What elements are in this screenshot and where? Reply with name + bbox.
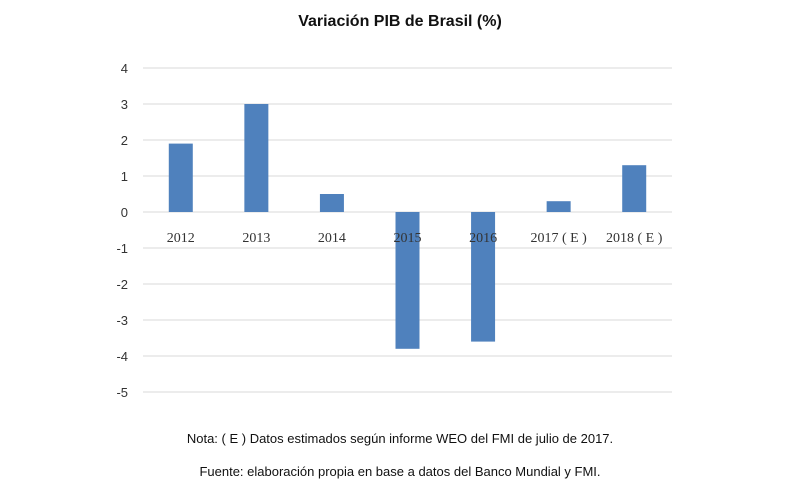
x-tick-label: 2018 ( E ) <box>606 231 663 246</box>
y-tick-label: -4 <box>116 349 128 364</box>
x-tick-label: 2013 <box>242 231 270 246</box>
y-tick-label: 4 <box>121 61 128 76</box>
x-tick-label: 2016 <box>469 231 497 246</box>
bar-2018-E <box>622 165 647 212</box>
y-axis-ticks: 4 3 2 1 0 -1 -2 -3 -4 -5 <box>116 61 128 400</box>
bar-2016 <box>471 212 496 342</box>
y-tick-label: -2 <box>116 277 128 292</box>
y-tick-label: 1 <box>121 169 128 184</box>
y-tick-label: -1 <box>116 241 128 256</box>
bar-2014 <box>319 194 344 212</box>
bar-2015 <box>395 212 420 349</box>
x-axis-ticks: 2012 2013 2014 2015 2016 2017 ( E ) 2018 ( E ) <box>167 231 663 246</box>
bars <box>168 104 647 349</box>
y-tick-label: 3 <box>121 97 128 112</box>
x-tick-label: 2012 <box>167 231 195 246</box>
chart-title: Variación PIB de Brasil (%) <box>298 13 502 30</box>
x-tick-label: 2014 <box>318 231 346 246</box>
bar-2012 <box>168 143 193 212</box>
bar-2013 <box>244 104 269 212</box>
source-text: Fuente: elaboración propia en base a dat… <box>199 464 600 479</box>
x-tick-label: 2015 <box>394 231 422 246</box>
y-tick-label: 0 <box>121 205 128 220</box>
bar-2017-E <box>546 201 571 212</box>
y-tick-label: -5 <box>116 385 128 400</box>
x-tick-label: 2017 ( E ) <box>530 231 587 246</box>
y-tick-label: -3 <box>116 313 128 328</box>
note-text: Nota: ( E ) Datos estimados según inform… <box>187 431 613 446</box>
y-tick-label: 2 <box>121 133 128 148</box>
